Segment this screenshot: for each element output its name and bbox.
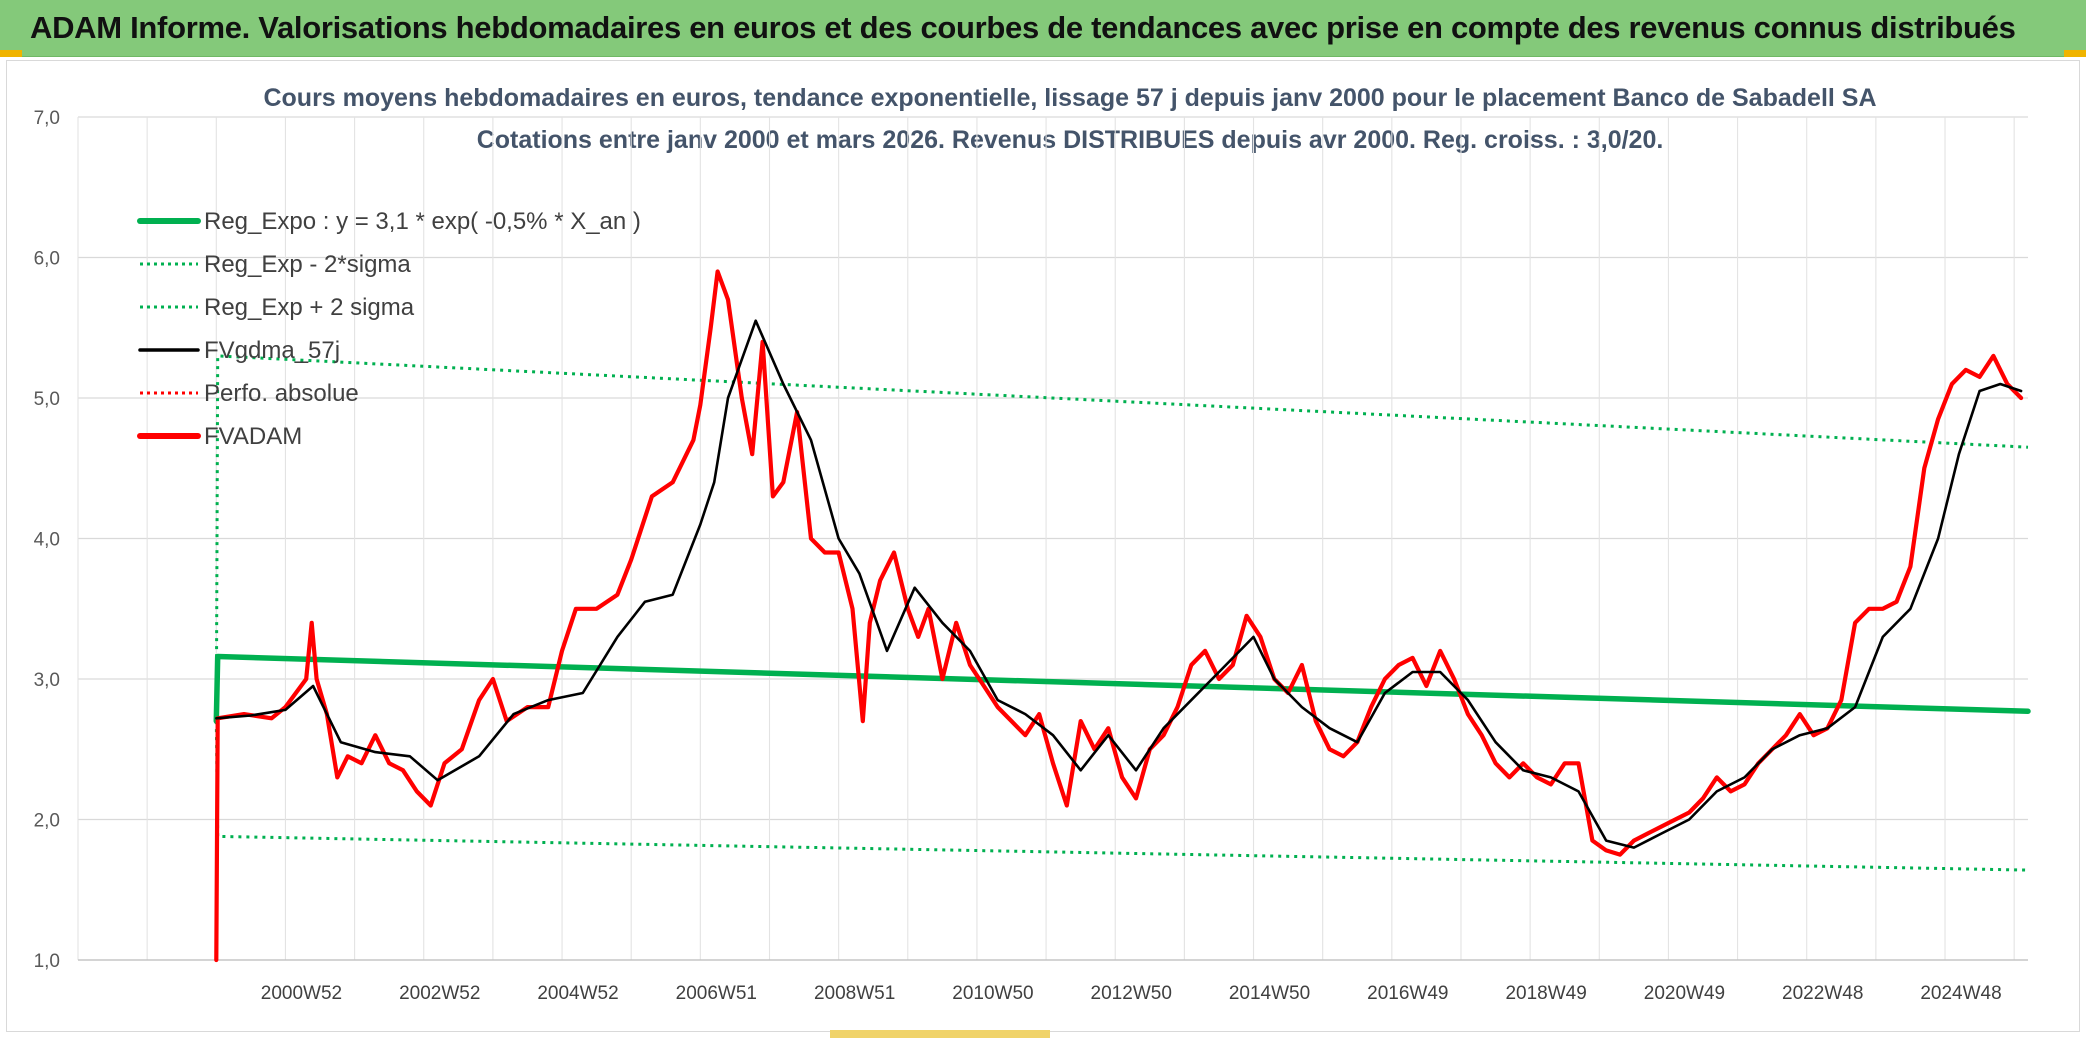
- legend-label: Perfo. absolue: [204, 380, 359, 407]
- x-tick-label: 2004W52: [537, 983, 618, 1004]
- x-tick-label: 2002W52: [399, 983, 480, 1004]
- y-tick-label: 2,0: [34, 811, 60, 832]
- series-reg-expo: [213, 653, 2031, 724]
- series-group: [213, 269, 2031, 963]
- y-tick-label: 3,0: [34, 670, 60, 691]
- series-fvadam: [214, 269, 2024, 963]
- x-tick-label: 2024W48: [1920, 983, 2001, 1004]
- chart-title: Cours moyens hebdomadaires en euros, ten…: [263, 84, 1877, 112]
- y-tick-label: 7,0: [34, 108, 60, 129]
- x-tick-label: 2020W49: [1644, 983, 1725, 1004]
- banner-corner-right: [2064, 50, 2086, 57]
- x-tick-label: 2014W50: [1229, 983, 1310, 1004]
- legend-label: Reg_Exp + 2 sigma: [204, 294, 415, 321]
- y-tick-label: 1,0: [34, 951, 60, 972]
- y-tick-label: 5,0: [34, 389, 60, 410]
- x-axis: 2000W52 2002W52 2004W52 2006W51 2008W51 2010W…: [261, 983, 2002, 1004]
- x-tick-label: 2008W51: [814, 983, 895, 1004]
- series-reg-exp-2-sigma: [214, 721, 2029, 872]
- legend-label: FVgdma_57j: [204, 337, 340, 364]
- x-tick-label: 2016W49: [1367, 983, 1448, 1004]
- y-axis: 1,0 2,0 3,0 4,0 5,0 6,0 7,0: [34, 108, 60, 972]
- legend: Reg_Expo : y = 3,1 * exp( -0,5% * X_an )…: [137, 208, 641, 450]
- legend-label: FVADAM: [204, 423, 302, 450]
- chart-frame: [6, 60, 2080, 1032]
- y-tick-label: 6,0: [34, 249, 60, 270]
- legend-label: Reg_Expo : y = 3,1 * exp( -0,5% * X_an ): [204, 208, 641, 235]
- scroll-indicator: [830, 1030, 1050, 1038]
- x-tick-label: 2022W48: [1782, 983, 1863, 1004]
- report-banner: ADAM Informe. Valorisations hebdomadaire…: [0, 0, 2086, 57]
- x-tick-label: 2012W50: [1091, 983, 1172, 1004]
- x-tick-label: 2010W50: [952, 983, 1033, 1004]
- series-fvgdma-57j: [215, 319, 2023, 849]
- x-tick-label: 2000W52: [261, 983, 342, 1004]
- legend-label: Reg_Exp - 2*sigma: [204, 251, 411, 278]
- chart-subtitle: Cotations entre janv 2000 et mars 2026. …: [476, 126, 1664, 154]
- banner-corner-left: [0, 50, 22, 57]
- report-title: ADAM Informe. Valorisations hebdomadaire…: [30, 10, 2016, 45]
- x-tick-label: 2018W49: [1505, 983, 1586, 1004]
- y-tick-label: 4,0: [34, 530, 60, 551]
- grid-lines: [77, 116, 2028, 961]
- x-tick-label: 2006W51: [676, 983, 757, 1004]
- series-reg-exp-2-sigma: [214, 354, 2029, 722]
